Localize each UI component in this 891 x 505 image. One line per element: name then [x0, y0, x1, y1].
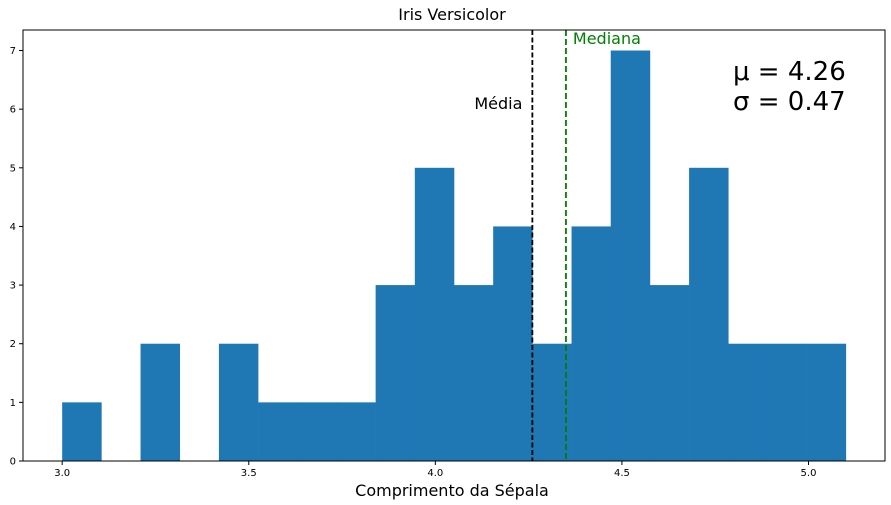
- histogram-bar: [767, 343, 807, 461]
- y-tick-label: 3: [10, 281, 16, 292]
- chart-title: Iris Versicolor: [398, 5, 506, 24]
- sigma-stat: σ = 0.47: [733, 87, 846, 117]
- x-axis-ticks: 3.0 3.5 4.0 4.5 5.0: [54, 461, 816, 479]
- histogram-bar: [571, 226, 612, 461]
- x-tick-label: 4.5: [614, 468, 630, 479]
- y-tick-label: 5: [10, 163, 16, 174]
- histogram-bar: [62, 402, 102, 461]
- histogram-bar: [336, 402, 376, 461]
- histogram-bar: [414, 167, 455, 462]
- histogram-bar: [218, 343, 259, 461]
- x-tick-label: 3.0: [54, 468, 70, 479]
- x-axis-label: Comprimento da Sépala: [355, 481, 549, 500]
- reference-lines: [531, 30, 567, 461]
- histogram-bar: [493, 226, 533, 461]
- histogram-bar: [610, 50, 651, 462]
- x-tick-label: 4.0: [427, 468, 443, 479]
- bars-group: [62, 50, 847, 462]
- histogram-bar: [728, 343, 768, 461]
- histogram-bar: [806, 343, 847, 461]
- median-label: Mediana: [573, 29, 641, 48]
- x-tick-label: 5.0: [801, 468, 817, 479]
- y-tick-label: 4: [10, 222, 16, 233]
- y-tick-label: 6: [10, 105, 16, 116]
- y-axis-ticks: 0 1 2 3 4 5 6 7: [10, 46, 23, 468]
- histogram-bar: [258, 402, 298, 461]
- histogram-bar: [649, 285, 690, 461]
- plot-frame: [22, 29, 886, 462]
- axes: [22, 29, 886, 462]
- y-tick-label: 7: [10, 46, 16, 57]
- histogram-bar: [140, 343, 181, 461]
- y-tick-label: 2: [10, 339, 16, 350]
- x-tick-label: 3.5: [241, 468, 257, 479]
- y-tick-label: 0: [10, 457, 16, 468]
- histogram-bar: [297, 402, 337, 461]
- histogram-bar: [689, 167, 729, 462]
- y-tick-label: 1: [10, 398, 16, 409]
- histogram-bar: [454, 285, 494, 461]
- mu-stat: μ = 4.26: [733, 57, 846, 87]
- histogram-bar: [375, 285, 416, 461]
- mean-label: Média: [474, 94, 522, 113]
